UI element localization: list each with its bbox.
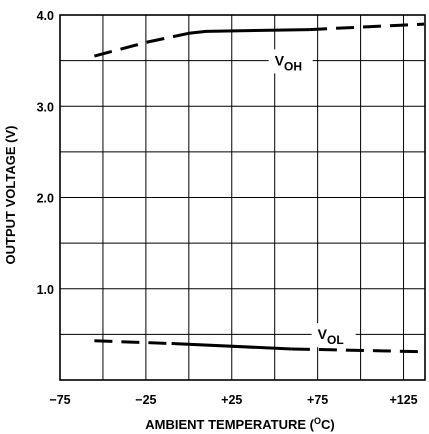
series-label-main: V [275, 52, 285, 68]
x-tick-label: −75 [49, 393, 70, 407]
x-axis-title-main: AMBIENT TEMPERATURE ( [145, 417, 314, 432]
x-axis-title-unit-end: C) [321, 417, 335, 432]
series-vol-dashed-segment [291, 347, 425, 354]
series-vol-solid-segment [171, 342, 292, 351]
series-layer [94, 22, 425, 354]
x-tick-label: +125 [389, 393, 417, 407]
x-tick-label: −25 [135, 393, 156, 407]
series-label-voh: VOH [275, 52, 302, 73]
y-tick-label: 2.0 [37, 192, 54, 206]
series-voh-dashed-segment [94, 31, 190, 58]
x-tick-label: +75 [307, 393, 328, 407]
x-axis-title-unit-sup: O [314, 416, 321, 426]
y-axis-title: OUTPUT VOLTAGE (V) [3, 126, 18, 265]
series-voh-solid-segment [188, 28, 310, 35]
plot-border [59, 14, 426, 381]
series-label-main: V [318, 326, 328, 342]
series-label-background [268, 49, 313, 74]
y-tick-label: 1.0 [37, 283, 54, 297]
series-label-vol: VOL [318, 326, 344, 347]
series-voh-dashed-segment [309, 22, 425, 32]
x-axis-title: AMBIENT TEMPERATURE (OC) [145, 416, 335, 432]
series-label-subscript: OH [284, 59, 302, 73]
tick-labels: −75 −25 +25 +75 +125 1.0 2.0 3.0 4.0 [37, 9, 418, 407]
plot-frame [59, 14, 426, 381]
series-vol-dashed-segment [94, 339, 172, 345]
series-label-background [311, 323, 356, 348]
x-tick-label: +25 [221, 393, 242, 407]
grid-layer [60, 15, 425, 380]
series-label-subscript: OL [327, 333, 344, 347]
y-tick-label: 3.0 [37, 100, 54, 114]
y-tick-label: 4.0 [37, 9, 54, 23]
